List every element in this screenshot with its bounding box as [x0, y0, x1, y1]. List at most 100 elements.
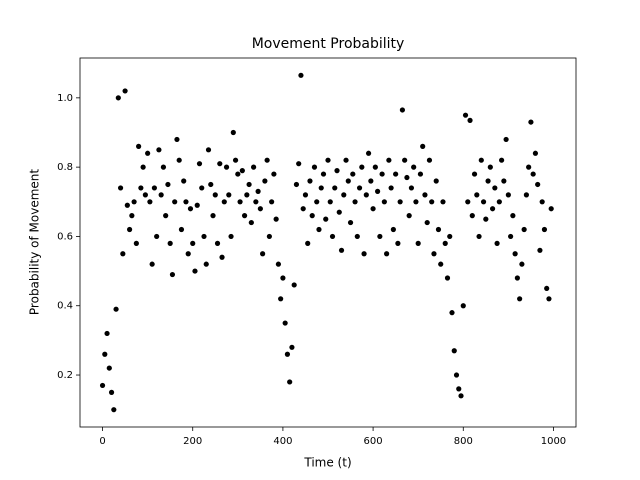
- point: [147, 199, 153, 205]
- point: [131, 199, 137, 205]
- point: [120, 251, 126, 257]
- point: [273, 216, 279, 222]
- point: [221, 199, 227, 205]
- point: [246, 181, 252, 188]
- point: [291, 282, 297, 288]
- chart-title: Movement Probability: [252, 36, 405, 52]
- point: [408, 185, 415, 191]
- point: [480, 199, 487, 205]
- point: [499, 157, 505, 163]
- point: [413, 199, 419, 205]
- point: [136, 143, 142, 149]
- point: [523, 192, 530, 198]
- point: [298, 72, 304, 78]
- point: [429, 199, 435, 205]
- point: [226, 192, 232, 198]
- point: [345, 178, 351, 184]
- point: [460, 303, 466, 309]
- point: [106, 365, 112, 371]
- point: [264, 157, 270, 163]
- point: [305, 240, 311, 246]
- point: [447, 233, 453, 240]
- point: [178, 226, 185, 233]
- point: [129, 213, 135, 219]
- point: [379, 171, 385, 177]
- point: [329, 233, 336, 240]
- point: [151, 185, 157, 191]
- point: [158, 192, 164, 198]
- point: [307, 178, 313, 184]
- y-tick-label: 0.6: [57, 231, 73, 242]
- point: [415, 240, 421, 246]
- point: [280, 275, 286, 281]
- point: [438, 261, 444, 267]
- point: [390, 226, 396, 233]
- point: [156, 147, 162, 153]
- point: [444, 275, 451, 281]
- point: [235, 171, 241, 177]
- point: [320, 171, 327, 177]
- point: [494, 240, 500, 246]
- point: [251, 164, 257, 170]
- point: [363, 192, 369, 198]
- point: [217, 161, 223, 167]
- point: [271, 171, 277, 177]
- point: [323, 216, 329, 222]
- point: [278, 296, 284, 302]
- point: [334, 168, 340, 174]
- point: [210, 213, 216, 219]
- point: [492, 185, 498, 191]
- point: [365, 150, 372, 156]
- y-tick-label: 1.0: [57, 93, 73, 104]
- point: [165, 181, 171, 188]
- point: [496, 199, 502, 205]
- point: [510, 213, 516, 219]
- point: [257, 206, 263, 212]
- point: [462, 112, 469, 118]
- x-tick-label: 600: [364, 436, 383, 447]
- point: [451, 348, 457, 354]
- point: [160, 164, 167, 170]
- point: [384, 251, 390, 257]
- point: [458, 393, 464, 399]
- point: [422, 192, 428, 198]
- point: [433, 178, 439, 184]
- point: [485, 178, 491, 184]
- point: [350, 171, 356, 177]
- point: [269, 199, 275, 205]
- point: [399, 107, 405, 113]
- point: [190, 240, 196, 246]
- point: [528, 119, 534, 125]
- x-tick-label: 800: [454, 436, 473, 447]
- point: [420, 143, 426, 149]
- point: [122, 88, 128, 94]
- point: [169, 271, 176, 278]
- point: [341, 192, 347, 198]
- point: [284, 351, 291, 357]
- point: [223, 164, 230, 170]
- point: [127, 226, 133, 233]
- point: [199, 185, 205, 191]
- point: [183, 199, 189, 205]
- point: [196, 161, 203, 167]
- point: [417, 171, 424, 177]
- point: [386, 157, 392, 163]
- y-axis-label: Probability of Movement: [28, 169, 42, 315]
- point: [325, 157, 331, 163]
- point: [478, 157, 484, 163]
- point: [262, 178, 268, 184]
- point: [508, 233, 514, 240]
- point: [117, 185, 124, 191]
- point: [176, 157, 182, 163]
- point: [237, 199, 243, 205]
- point: [108, 389, 115, 395]
- point: [149, 261, 155, 267]
- point: [397, 199, 403, 205]
- point: [124, 202, 130, 208]
- point: [181, 178, 187, 184]
- point: [140, 164, 146, 170]
- point: [244, 192, 250, 198]
